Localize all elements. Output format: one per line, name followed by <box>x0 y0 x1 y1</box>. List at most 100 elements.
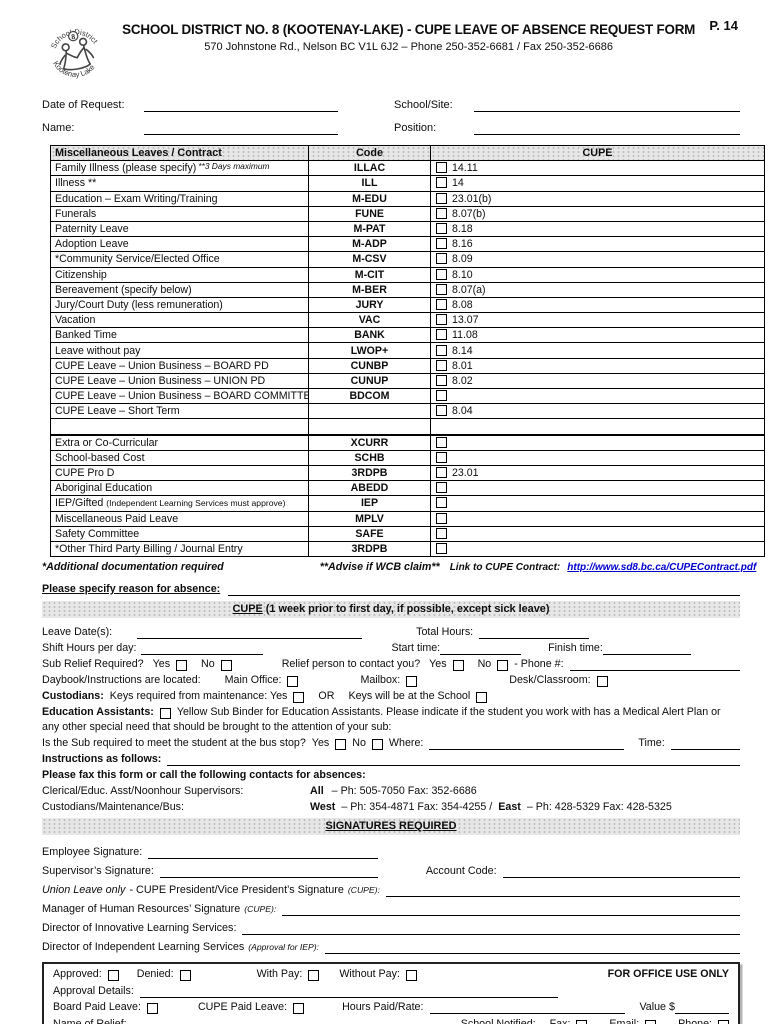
office-use-box: Approved: Denied: With Pay: Without Pay:… <box>42 962 740 1024</box>
with-pay-checkbox[interactable] <box>308 970 320 982</box>
cupe-checkbox[interactable] <box>436 359 447 371</box>
reason-field[interactable] <box>228 583 740 597</box>
relief-contact-yes-checkbox[interactable] <box>452 660 464 672</box>
name-field[interactable] <box>144 122 338 135</box>
cupe-checkbox[interactable] <box>436 436 447 448</box>
position-field[interactable] <box>474 122 740 135</box>
relief-contact-no-checkbox[interactable] <box>497 660 509 672</box>
notified-email-checkbox[interactable] <box>645 1019 657 1024</box>
leave-table-row: CUPE Pro D 3RDPB 23.01 <box>50 464 765 482</box>
cupe-checkbox[interactable] <box>436 390 447 402</box>
leave-code <box>308 403 431 420</box>
supervisor-signature-label: Supervisor’s Signature: <box>42 865 154 878</box>
leave-label: Aboriginal Education <box>55 482 153 495</box>
union-signature-field[interactable] <box>385 884 740 898</box>
hours-paid-field[interactable] <box>430 1001 626 1015</box>
bus-stop-yes-checkbox[interactable] <box>335 739 347 751</box>
logo-badge-number: 8 <box>71 34 76 41</box>
name-of-relief-field[interactable] <box>132 1018 447 1024</box>
cupe-checkbox[interactable] <box>436 253 447 265</box>
sub-relief-yes-label: Yes <box>152 658 171 671</box>
leave-label: Adoption Leave <box>55 238 129 251</box>
leave-dates-field[interactable] <box>137 626 363 640</box>
time-field[interactable] <box>670 737 740 751</box>
cupe-checkbox[interactable] <box>436 314 447 326</box>
school-site-field[interactable] <box>474 99 740 112</box>
keys-maintenance-yes-checkbox[interactable] <box>293 692 305 704</box>
cupe-clause-number: 13.07 <box>452 314 479 327</box>
leave-table-row: Adoption Leave M-ADP 8.16 <box>50 236 765 253</box>
cupe-checkbox[interactable] <box>436 344 447 356</box>
denied-checkbox[interactable] <box>179 970 191 982</box>
phone-field[interactable] <box>569 658 740 672</box>
cupe-checkbox[interactable] <box>436 192 447 204</box>
contact-east-info: – Ph: 428-5329 Fax: 428-5325 <box>526 801 672 814</box>
leave-code: JURY <box>308 296 431 314</box>
leave-code: 3RDPB <box>308 464 431 482</box>
cupe-checkbox[interactable] <box>436 298 447 310</box>
reason-label: Please specify reason for absence: <box>42 583 221 596</box>
cupe-checkbox[interactable] <box>436 374 447 386</box>
shift-hours-field[interactable] <box>141 642 264 656</box>
notified-fax-checkbox[interactable] <box>576 1019 588 1024</box>
mailbox-checkbox[interactable] <box>406 676 418 688</box>
instructions-field[interactable] <box>167 753 740 767</box>
cupe-clause-number: 8.18 <box>452 223 473 236</box>
board-paid-checkbox[interactable] <box>146 1003 158 1015</box>
leave-table-row: Jury/Court Duty (less remuneration) JURY… <box>50 296 765 314</box>
total-hours-field[interactable] <box>479 626 590 640</box>
supervisor-signature-field[interactable] <box>159 865 378 879</box>
leave-table-row: Paternity Leave M-PAT 8.18 <box>50 220 765 238</box>
keys-at-school-label: Keys will be at the School <box>348 690 471 703</box>
independent-director-paren: (Approval for IEP): <box>248 942 319 953</box>
value-field[interactable] <box>674 1001 729 1015</box>
cupe-checkbox[interactable] <box>436 283 447 295</box>
leave-code: CUNUP <box>308 372 431 390</box>
where-field[interactable] <box>429 737 625 751</box>
cupe-checkbox[interactable] <box>436 207 447 219</box>
education-assistants-checkbox[interactable] <box>159 708 171 720</box>
cupe-checkbox[interactable] <box>436 268 447 280</box>
leave-code: M-ADP <box>308 236 431 253</box>
leave-label: Vacation <box>55 314 96 327</box>
independent-director-field[interactable] <box>324 941 740 955</box>
without-pay-checkbox[interactable] <box>405 970 417 982</box>
employee-signature-field[interactable] <box>148 846 379 860</box>
date-of-request-field[interactable] <box>144 99 338 112</box>
cupe-checkbox[interactable] <box>436 482 447 494</box>
cupe-checkbox[interactable] <box>436 329 447 341</box>
cupe-checkbox[interactable] <box>436 512 447 524</box>
leave-table-row: *Community Service/Elected Office M-CSV … <box>50 251 765 268</box>
hr-signature-label: Manager of Human Resources’ Signature <box>42 903 241 916</box>
approved-checkbox[interactable] <box>107 970 119 982</box>
hr-signature-field[interactable] <box>282 903 740 917</box>
leave-label: CUPE Leave – Short Term <box>55 405 180 418</box>
approval-details-field[interactable] <box>139 985 558 998</box>
account-code-field[interactable] <box>502 865 740 879</box>
cupe-checkbox[interactable] <box>436 177 447 189</box>
desk-classroom-checkbox[interactable] <box>596 676 608 688</box>
start-time-field[interactable] <box>440 642 522 656</box>
cupe-contract-link[interactable]: http://www.sd8.bc.ca/CUPEContract.pdf <box>567 562 757 574</box>
education-assistants-label: Education Assistants: <box>42 706 154 719</box>
innovative-director-field[interactable] <box>242 922 740 936</box>
cupe-checkbox[interactable] <box>436 542 447 554</box>
cupe-checkbox[interactable] <box>436 238 447 250</box>
sub-relief-yes-checkbox[interactable] <box>176 660 188 672</box>
cupe-checkbox[interactable] <box>436 497 447 509</box>
cupe-paid-checkbox[interactable] <box>293 1003 305 1015</box>
cupe-checkbox[interactable] <box>436 467 447 479</box>
leave-label: Jury/Court Duty (less remuneration) <box>55 298 223 311</box>
cupe-checkbox[interactable] <box>436 405 447 417</box>
notified-phone-checkbox[interactable] <box>718 1019 729 1024</box>
leave-table-body: Family Illness (please specify) **3 Days … <box>50 160 765 558</box>
cupe-checkbox[interactable] <box>436 223 447 235</box>
cupe-checkbox[interactable] <box>436 527 447 539</box>
cupe-checkbox[interactable] <box>436 451 447 463</box>
main-office-checkbox[interactable] <box>287 676 299 688</box>
finish-time-field[interactable] <box>602 642 691 656</box>
bus-stop-no-checkbox[interactable] <box>371 739 383 751</box>
cupe-checkbox[interactable] <box>436 162 447 174</box>
keys-at-school-checkbox[interactable] <box>476 692 488 704</box>
sub-relief-no-checkbox[interactable] <box>220 660 232 672</box>
